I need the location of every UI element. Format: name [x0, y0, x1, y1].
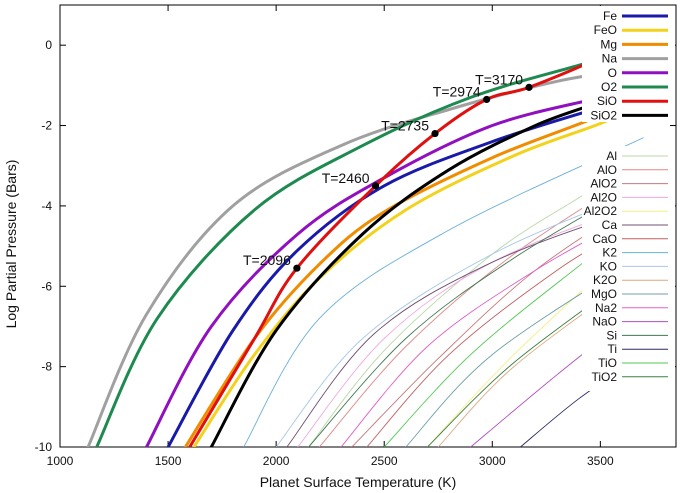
legend-label-tio2: TiO2 [591, 370, 617, 384]
y-axis-label: Log Partial Pressure (Bars) [3, 160, 19, 329]
plot-frame [59, 4, 677, 448]
annotation-label: T=2460 [322, 170, 370, 186]
legend-label-ca: Ca [602, 218, 618, 232]
legend-label-na2: Na2 [595, 301, 617, 315]
legend-label-al2o: Al2O [590, 190, 617, 204]
y-tick-label: -2 [41, 119, 52, 133]
legend-label-tio: TiO [598, 356, 617, 370]
legend-label-ko: KO [600, 259, 617, 273]
series-line-na [86, 65, 646, 447]
series-line-al2o [297, 201, 644, 447]
series-line-o2 [95, 45, 646, 447]
x-tick-label: 3000 [479, 454, 506, 468]
legend-label-sio2: SiO2 [590, 108, 617, 122]
legend-label-nao: NaO [592, 315, 617, 329]
legend-label-al2o2: Al2O2 [584, 204, 618, 218]
series-line-k2 [243, 137, 644, 447]
legend-backdrop [582, 146, 675, 391]
major-series-lines [86, 29, 646, 447]
legend-label-ti: Ti [607, 342, 617, 356]
y-tick-label: 0 [45, 38, 52, 52]
x-tick-label: 1500 [155, 454, 182, 468]
annotation-point [483, 95, 491, 104]
series-line-ca [286, 205, 644, 447]
legend-label-k2: K2 [602, 246, 617, 260]
legend-label-mgo: MgO [591, 287, 617, 301]
legend-label-o: O [608, 66, 617, 80]
annotation-point [371, 182, 380, 190]
annotation-point [293, 264, 301, 272]
legend-label-sio: SiO [597, 94, 617, 108]
annotation-point [525, 83, 533, 91]
legend: FeFeOMgNaOO2SiOSiO2AlAlOAlO2Al2OAl2O2CaC… [582, 6, 675, 391]
legend-label-feo: FeO [594, 23, 617, 37]
annotation-label: T=2735 [381, 118, 429, 134]
legend-label-mg: Mg [600, 37, 617, 51]
legend-label-alo: AlO [597, 163, 617, 177]
legend-label-alo2: AlO2 [590, 177, 617, 191]
x-axis-label: Planet Surface Temperature (K) [260, 474, 457, 490]
annotation-point [431, 129, 439, 138]
legend-label-al: Al [606, 149, 617, 163]
legend-label-si: Si [606, 328, 617, 342]
legend-label-o2: O2 [601, 80, 617, 94]
legend-label-cao: CaO [592, 232, 617, 246]
legend-label-k2o: K2O [593, 273, 617, 287]
y-tick-label: -8 [41, 360, 52, 374]
legend-label-fe: Fe [603, 9, 617, 23]
annotation-label: T=2974 [433, 83, 481, 99]
x-tick-label: 3500 [587, 454, 614, 468]
y-tick-label: -10 [35, 440, 53, 454]
legend-label-na: Na [602, 52, 618, 66]
x-tick-label: 2500 [371, 454, 398, 468]
annotation-label: T=3170 [475, 71, 523, 87]
series-line-feo [192, 101, 646, 447]
y-tick-label: -4 [41, 199, 52, 213]
annotation-label: T=2096 [243, 252, 291, 268]
y-tick-label: -6 [41, 279, 52, 293]
x-tick-label: 2000 [263, 454, 290, 468]
axes: 1000 1500 2000 2500 3000 3500 0 -2 -4 -6 -8 -10 [35, 4, 677, 468]
x-tick-label: 1000 [47, 454, 74, 468]
series-line-sio [188, 29, 646, 447]
series-line-ko [275, 189, 644, 447]
